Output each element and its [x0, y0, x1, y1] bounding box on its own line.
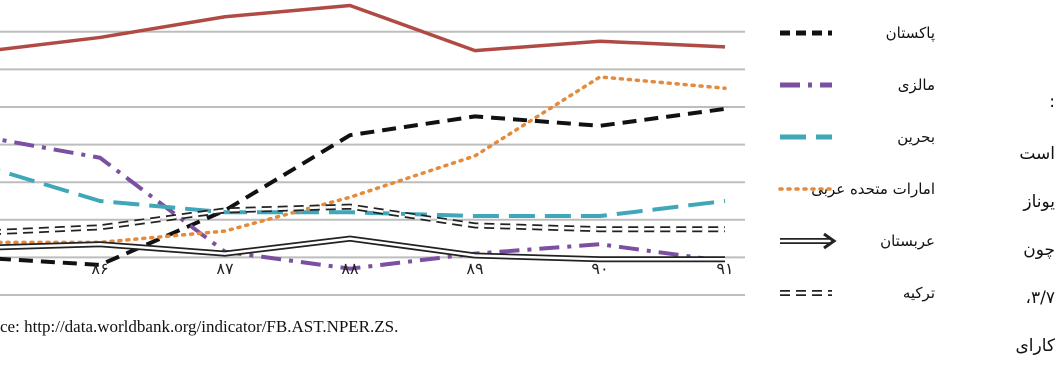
series-line	[0, 237, 725, 261]
series-line	[0, 75, 727, 245]
side-text-5: ۳/۷،	[1025, 288, 1056, 308]
series-line	[0, 137, 726, 271]
x-tick-label: ۸۶	[91, 259, 108, 278]
x-axis-tick-labels: ۸۶ ۸۷ ۸۸ ۸۹ ۹۰ ۹۱	[91, 259, 733, 278]
x-tick-label: ۹۱	[716, 259, 733, 278]
series-line	[0, 106, 726, 267]
gridlines	[0, 30, 745, 296]
series-line	[0, 3, 726, 53]
legend-label: امارات متحده عربی	[811, 180, 935, 198]
legend-label: بحرین	[897, 128, 935, 146]
x-tick-label: ۸۸	[341, 259, 359, 278]
series-line	[0, 205, 725, 234]
side-text-6: کارای	[1015, 336, 1055, 356]
x-tick-label: ۸۹	[466, 259, 483, 278]
series-line	[0, 235, 725, 263]
legend-item: امارات متحده عربی	[778, 180, 935, 198]
side-text-1: :	[1049, 92, 1055, 112]
legend-label: مالزی	[898, 76, 935, 94]
series-lines	[0, 3, 727, 271]
legend-item: پاکستان	[780, 24, 935, 43]
side-text-3: یوناز	[1023, 192, 1055, 212]
side-text-4: چون	[1023, 240, 1055, 260]
legend-label: عربستان	[880, 232, 935, 250]
legend-item: مالزی	[780, 76, 935, 94]
legend-arrowhead	[823, 232, 837, 250]
side-text-2: است	[1019, 144, 1055, 164]
source-note: ce: http://data.worldbank.org/indicator/…	[0, 317, 399, 336]
x-tick-label: ۸۷	[216, 259, 234, 278]
legend-item: عربستان	[780, 232, 935, 250]
legend-label: ترکیه	[903, 284, 935, 302]
series-line	[0, 168, 726, 219]
legend-item: ترکیه	[780, 284, 935, 302]
legend: پاکستان مالزی بحرین امارات متحده عربی عربستا…	[778, 24, 935, 302]
legend-item: بحرین	[780, 128, 935, 146]
legend-label: پاکستان	[886, 24, 935, 43]
x-tick-label: ۹۰	[591, 259, 608, 278]
